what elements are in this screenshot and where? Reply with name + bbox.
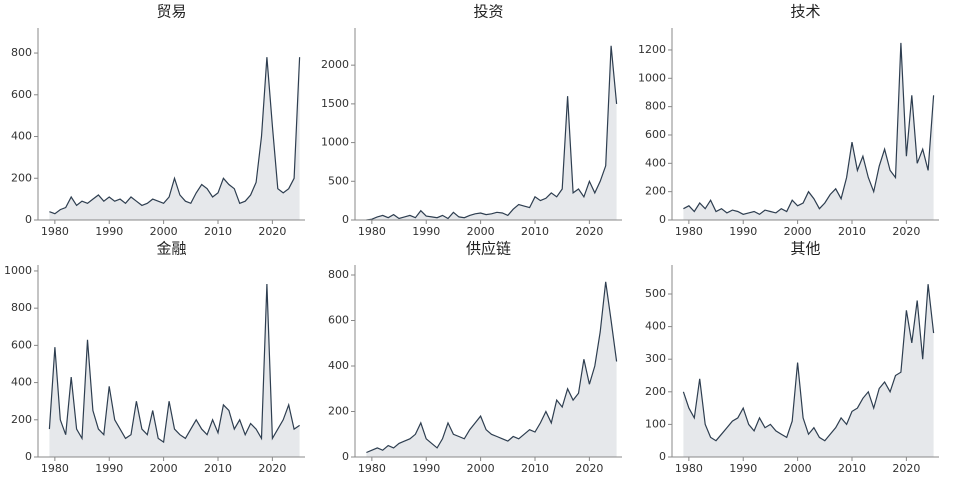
y-tick-label: 200 bbox=[11, 413, 32, 426]
x-tick-label: 2020 bbox=[258, 462, 286, 475]
y-tick-label: 1000 bbox=[321, 136, 349, 149]
x-tick-label: 2000 bbox=[784, 225, 812, 238]
y-tick-label: 100 bbox=[645, 417, 666, 430]
y-tick-label: 600 bbox=[11, 338, 32, 351]
y-tick-label: 0 bbox=[659, 450, 666, 463]
x-tick-label: 2010 bbox=[521, 462, 549, 475]
y-tick-label: 0 bbox=[342, 450, 349, 463]
y-tick-label: 0 bbox=[25, 213, 32, 226]
x-tick-label: 2020 bbox=[892, 225, 920, 238]
y-tick-label: 0 bbox=[25, 450, 32, 463]
x-tick-label: 2000 bbox=[150, 225, 178, 238]
area bbox=[683, 42, 934, 221]
line bbox=[682, 284, 935, 442]
x-tick-label: 2020 bbox=[575, 225, 603, 238]
panel-title: 技术 bbox=[790, 3, 820, 21]
panel-title: 金融 bbox=[156, 240, 186, 258]
y-tick-label: 500 bbox=[328, 174, 349, 187]
area bbox=[49, 57, 300, 221]
x-tick-label: 1980 bbox=[358, 462, 386, 475]
y-tick-label: 200 bbox=[645, 385, 666, 398]
x-tick-label: 1990 bbox=[729, 225, 757, 238]
line bbox=[366, 45, 618, 221]
x-tick-label: 1980 bbox=[41, 225, 69, 238]
y-tick-label: 0 bbox=[342, 213, 349, 226]
y-tick-label: 800 bbox=[645, 100, 666, 113]
y-tick-label: 500 bbox=[645, 287, 666, 300]
y-tick-label: 600 bbox=[645, 128, 666, 141]
y-tick-label: 400 bbox=[11, 376, 32, 389]
line bbox=[683, 42, 935, 216]
y-tick-label: 400 bbox=[11, 130, 32, 143]
y-tick-label: 400 bbox=[645, 320, 666, 333]
x-tick-label: 2010 bbox=[838, 462, 866, 475]
y-tick-label: 1000 bbox=[4, 264, 32, 277]
area bbox=[366, 45, 617, 220]
x-tick-label: 2010 bbox=[838, 225, 866, 238]
x-tick-label: 1980 bbox=[358, 225, 386, 238]
x-tick-label: 2020 bbox=[892, 462, 920, 475]
x-tick-label: 2020 bbox=[575, 462, 603, 475]
y-tick-label: 1500 bbox=[321, 97, 349, 110]
x-tick-label: 2010 bbox=[204, 225, 232, 238]
x-tick-label: 2000 bbox=[784, 462, 812, 475]
x-tick-label: 2020 bbox=[258, 225, 286, 238]
x-tick-label: 1990 bbox=[95, 225, 123, 238]
x-tick-label: 2010 bbox=[204, 462, 232, 475]
x-tick-label: 1990 bbox=[95, 462, 123, 475]
y-tick-label: 800 bbox=[328, 268, 349, 281]
panel-title: 投资 bbox=[473, 3, 503, 21]
line bbox=[366, 281, 618, 454]
panel-title: 贸易 bbox=[156, 3, 186, 21]
x-tick-label: 1990 bbox=[729, 462, 757, 475]
line bbox=[49, 57, 301, 215]
x-tick-label: 1990 bbox=[412, 462, 440, 475]
y-tick-label: 600 bbox=[328, 314, 349, 327]
y-tick-label: 1200 bbox=[638, 43, 666, 56]
y-tick-label: 200 bbox=[645, 185, 666, 198]
y-tick-label: 2000 bbox=[321, 58, 349, 71]
x-tick-label: 2000 bbox=[467, 225, 495, 238]
x-tick-label: 2000 bbox=[467, 462, 495, 475]
x-tick-label: 2000 bbox=[150, 462, 178, 475]
x-tick-label: 1980 bbox=[41, 462, 69, 475]
x-tick-label: 2010 bbox=[521, 225, 549, 238]
y-tick-label: 400 bbox=[328, 359, 349, 372]
y-tick-label: 400 bbox=[645, 156, 666, 169]
panel-title: 供应链 bbox=[466, 240, 511, 258]
y-tick-label: 300 bbox=[645, 352, 666, 365]
y-tick-label: 200 bbox=[11, 171, 32, 184]
area bbox=[683, 284, 934, 457]
y-tick-label: 800 bbox=[11, 301, 32, 314]
x-tick-label: 1980 bbox=[675, 225, 703, 238]
x-tick-label: 1990 bbox=[412, 225, 440, 238]
y-tick-label: 0 bbox=[659, 213, 666, 226]
panel-title: 其他 bbox=[790, 240, 820, 258]
line bbox=[48, 283, 300, 444]
area bbox=[49, 284, 300, 457]
y-tick-label: 200 bbox=[328, 405, 349, 418]
y-tick-label: 800 bbox=[11, 46, 32, 59]
y-tick-label: 1000 bbox=[638, 71, 666, 84]
area bbox=[366, 281, 617, 457]
y-tick-label: 600 bbox=[11, 88, 32, 101]
x-tick-label: 1980 bbox=[675, 462, 703, 475]
